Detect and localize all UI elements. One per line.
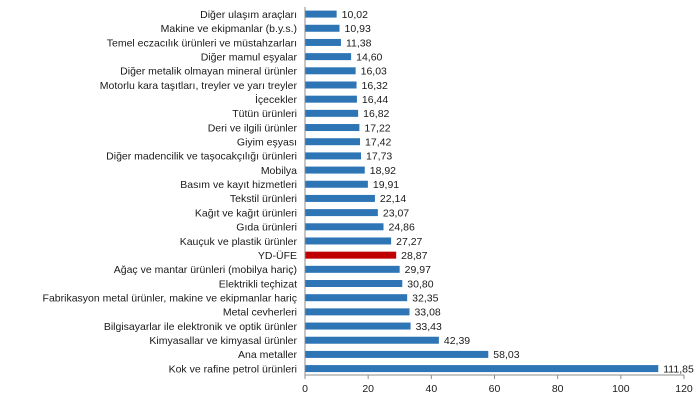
bar-highlight — [305, 251, 397, 259]
value-label: 23,07 — [383, 207, 409, 219]
x-tick-label: 80 — [552, 383, 564, 395]
category-label: İçecekler — [255, 93, 298, 106]
value-label: 27,27 — [396, 236, 422, 248]
category-label: Bilgisayarlar ile elektronik ve optik ür… — [104, 321, 298, 333]
value-label: 33,43 — [416, 321, 442, 333]
category-label: Temel eczacılık ürünleri ve müstahzarlar… — [107, 37, 297, 49]
value-label: 17,22 — [364, 122, 390, 134]
bars-group: Diğer ulaşım araçları 10,02 Makine ve ekip… — [43, 9, 694, 376]
value-label: 16,44 — [362, 94, 388, 106]
value-label: 32,35 — [412, 292, 438, 304]
bar — [305, 336, 439, 344]
value-label: 10,02 — [342, 9, 368, 21]
category-label: Diğer madencilik ve taşocakçılığı ürünle… — [106, 151, 297, 163]
x-tick-label: 0 — [302, 383, 308, 395]
x-tick-label: 20 — [362, 383, 374, 395]
bar — [305, 10, 337, 18]
bar — [305, 237, 392, 245]
x-tick-label: 40 — [425, 383, 437, 395]
bar — [305, 53, 352, 61]
value-label: 111,85 — [663, 363, 694, 375]
category-label: Kimyasallar ve kimyasal ürünler — [149, 335, 297, 347]
value-label: 16,32 — [362, 80, 388, 92]
value-label: 33,08 — [414, 307, 440, 319]
category-label: Tekstil ürünleri — [230, 193, 297, 205]
value-label: 17,42 — [365, 137, 391, 149]
category-label: Diğer mamul eşyalar — [201, 51, 298, 63]
value-label: 16,82 — [363, 108, 389, 120]
bar — [305, 67, 356, 75]
bar — [305, 109, 359, 117]
category-label: Diğer ulaşım araçları — [200, 9, 297, 21]
category-label: Basım ve kayıt hizmetleri — [180, 179, 297, 191]
bar — [305, 209, 378, 217]
bar — [305, 81, 357, 89]
category-label: Kağıt ve kağıt ürünleri — [195, 207, 297, 219]
bar — [305, 24, 340, 32]
value-label: 16,03 — [361, 66, 387, 78]
bar — [305, 294, 408, 302]
value-label: 18,92 — [370, 165, 396, 177]
bar — [305, 95, 357, 103]
value-label: 30,80 — [407, 278, 433, 290]
category-label: Kauçuk ve plastik ürünler — [180, 236, 298, 248]
bar — [305, 124, 360, 132]
bar — [305, 265, 400, 273]
value-label: 28,87 — [401, 250, 427, 262]
bar — [305, 223, 384, 231]
value-label: 14,60 — [356, 51, 382, 63]
value-label: 29,97 — [405, 264, 431, 276]
bar — [305, 365, 659, 373]
category-label: Motorlu kara taşıtları, treyler ve yarı … — [100, 80, 298, 92]
category-label: Kok ve rafine petrol ürünleri — [169, 363, 297, 375]
value-label: 10,93 — [345, 23, 371, 35]
bar — [305, 280, 403, 288]
category-label: Metal cevherleri — [223, 307, 297, 319]
x-tick-label: 100 — [612, 383, 630, 395]
category-label: Gıda ürünleri — [236, 222, 297, 234]
category-label: Giyim eşyası — [237, 137, 297, 149]
category-label: Diğer metalik olmayan mineral ürünler — [120, 66, 297, 78]
category-label: Makine ve ekipmanlar (b.y.s.) — [161, 23, 297, 35]
bar — [305, 180, 368, 188]
bar — [305, 138, 361, 146]
bar — [305, 38, 341, 46]
value-label: 42,39 — [444, 335, 470, 347]
value-label: 22,14 — [380, 193, 406, 205]
category-label: Elektrikli teçhizat — [219, 278, 297, 290]
value-label: 19,91 — [373, 179, 399, 191]
bar — [305, 308, 410, 316]
x-tick-label: 120 — [675, 383, 693, 395]
bar — [305, 350, 489, 358]
value-label: 17,73 — [366, 151, 392, 163]
bar — [305, 322, 411, 330]
category-label: Tütün ürünleri — [232, 108, 297, 120]
value-label: 58,03 — [493, 349, 519, 361]
value-label: 11,38 — [346, 37, 372, 49]
category-label: Fabrikasyon metal ürünler, makine ve eki… — [43, 292, 297, 304]
bar — [305, 152, 361, 160]
x-axis: 0 20 40 60 80 100 120 — [302, 7, 693, 395]
bar — [305, 166, 365, 174]
x-tick-label: 60 — [489, 383, 501, 395]
value-label: 24,86 — [389, 222, 415, 234]
bar — [305, 194, 375, 202]
category-label: Deri ve ilgili ürünler — [208, 122, 298, 134]
category-label: Ana metaller — [238, 349, 297, 361]
category-label: Ağaç ve mantar ürünleri (mobilya hariç) — [114, 264, 297, 276]
category-label: YD-ÜFE — [258, 250, 297, 262]
category-label: Mobilya — [261, 165, 297, 177]
